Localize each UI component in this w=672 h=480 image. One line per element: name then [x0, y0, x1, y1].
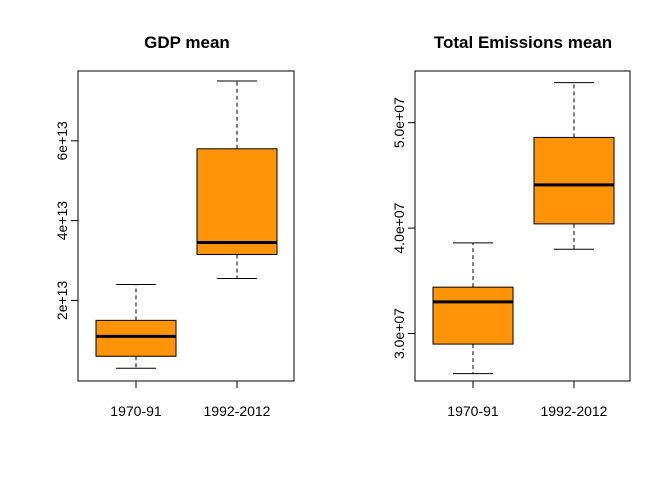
box-1992-2012 [196, 80, 278, 279]
y-tick-label: 6e+13 [54, 121, 70, 161]
chart-title: Total Emissions mean [434, 33, 612, 52]
box-1992-2012 [533, 82, 615, 250]
box-1970-91 [95, 283, 177, 369]
x-tick-label: 1970-91 [110, 403, 162, 419]
iqr-box [533, 136, 615, 225]
y-tick-label: 4.0e+07 [391, 202, 407, 253]
x-axis: 1970-91 1992-2012 [447, 380, 608, 419]
y-tick-label: 5.0e+07 [391, 97, 407, 148]
y-tick-label: 4e+13 [54, 201, 70, 241]
y-axis: 2e+13 4e+13 6e+13 [54, 121, 78, 320]
chart-panel-1: GDP mean 2e+13 4e+13 6e+13 1970-91 1992-2012 [54, 33, 295, 419]
x-tick-label: 1992-2012 [204, 403, 271, 419]
y-tick-label: 3.0e+07 [391, 308, 407, 359]
chart-panel-2: Total Emissions mean 3.0e+07 4.0e+07 5.0e+0… [391, 33, 631, 419]
y-tick-label: 2e+13 [54, 281, 70, 321]
x-axis: 1970-91 1992-2012 [110, 380, 271, 419]
chart-title: GDP mean [144, 33, 230, 52]
x-tick-label: 1970-91 [447, 403, 499, 419]
iqr-box [432, 286, 514, 345]
x-tick-label: 1992-2012 [541, 403, 608, 419]
box-1970-91 [432, 242, 514, 375]
iqr-box [95, 319, 177, 357]
y-axis: 3.0e+07 4.0e+07 5.0e+07 [391, 97, 415, 359]
iqr-box [196, 148, 278, 256]
